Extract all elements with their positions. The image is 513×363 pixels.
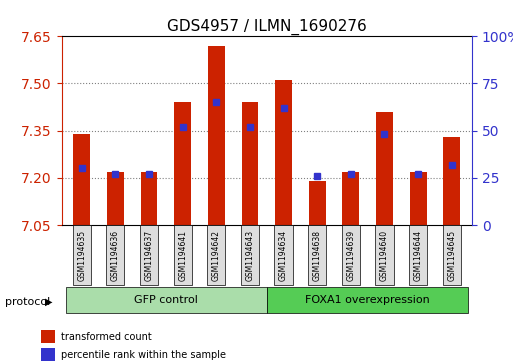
Bar [309, 181, 326, 225]
Text: GSM1194643: GSM1194643 [245, 229, 254, 281]
Text: GFP control: GFP control [134, 295, 198, 305]
FancyBboxPatch shape [241, 225, 259, 285]
Bar [208, 46, 225, 225]
Text: GSM1194634: GSM1194634 [279, 229, 288, 281]
Bar [410, 172, 426, 225]
Bar [141, 172, 157, 225]
Bar [73, 134, 90, 225]
Bar [443, 137, 460, 225]
FancyBboxPatch shape [267, 287, 468, 313]
Bar [242, 102, 259, 225]
Text: GSM1194645: GSM1194645 [447, 229, 456, 281]
Text: GSM1194636: GSM1194636 [111, 229, 120, 281]
Text: GSM1194640: GSM1194640 [380, 229, 389, 281]
Text: percentile rank within the sample: percentile rank within the sample [62, 350, 226, 360]
Bar [343, 172, 359, 225]
Text: GSM1194639: GSM1194639 [346, 229, 356, 281]
Bar [174, 102, 191, 225]
Text: GSM1194641: GSM1194641 [178, 229, 187, 281]
FancyBboxPatch shape [274, 225, 292, 285]
Bar [41, 330, 54, 343]
Text: FOXA1 overexpression: FOXA1 overexpression [305, 295, 430, 305]
FancyBboxPatch shape [106, 225, 125, 285]
Bar [41, 348, 54, 361]
Text: GSM1194637: GSM1194637 [145, 229, 153, 281]
FancyBboxPatch shape [409, 225, 427, 285]
FancyBboxPatch shape [342, 225, 360, 285]
FancyBboxPatch shape [140, 225, 158, 285]
Text: GSM1194642: GSM1194642 [212, 229, 221, 281]
FancyBboxPatch shape [443, 225, 461, 285]
FancyBboxPatch shape [73, 225, 91, 285]
FancyBboxPatch shape [308, 225, 326, 285]
Text: GSM1194638: GSM1194638 [313, 229, 322, 281]
Bar [275, 80, 292, 225]
FancyBboxPatch shape [173, 225, 192, 285]
FancyBboxPatch shape [376, 225, 393, 285]
Title: GDS4957 / ILMN_1690276: GDS4957 / ILMN_1690276 [167, 19, 367, 35]
Text: ▶: ▶ [45, 297, 53, 307]
FancyBboxPatch shape [66, 287, 267, 313]
Text: GSM1194635: GSM1194635 [77, 229, 86, 281]
Text: transformed count: transformed count [62, 332, 152, 342]
Text: protocol: protocol [5, 297, 50, 307]
FancyBboxPatch shape [207, 225, 225, 285]
Bar [376, 112, 393, 225]
Text: GSM1194644: GSM1194644 [413, 229, 423, 281]
Bar [107, 172, 124, 225]
